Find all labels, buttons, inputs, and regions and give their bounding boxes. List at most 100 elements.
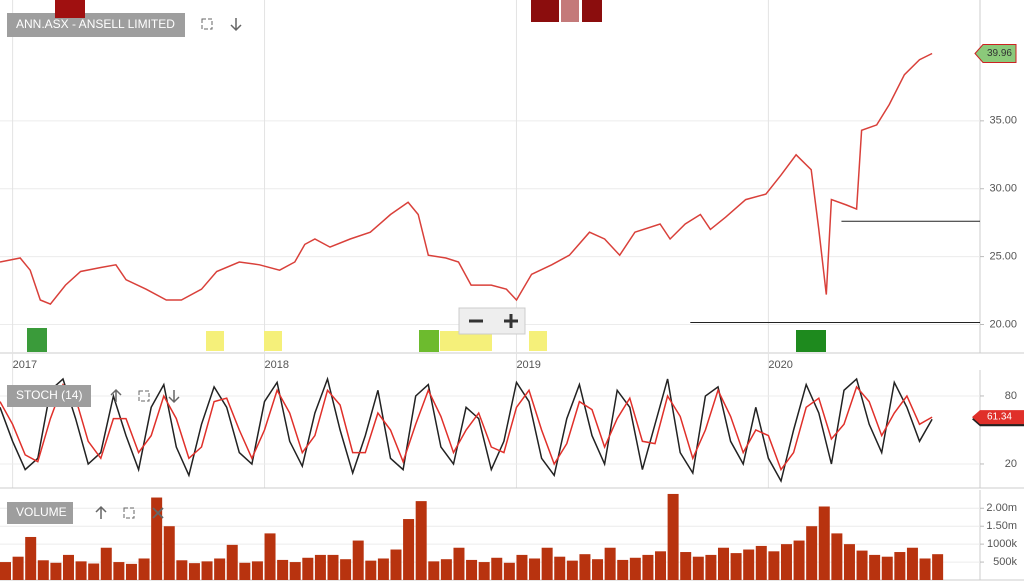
event-marker [27, 328, 47, 352]
volume-bar [125, 563, 137, 580]
volume-bar [604, 547, 616, 580]
volume-bar [843, 544, 855, 580]
volume-bar [655, 551, 667, 580]
volume-bar [239, 562, 251, 580]
overlay: ANN.ASX - ANSELL LIMITED STOCH (14) VOLU… [7, 0, 826, 524]
volume-bar [277, 559, 289, 580]
x-tick-label: 2020 [768, 359, 792, 371]
volume-bar [428, 561, 440, 580]
volume-bar [352, 540, 364, 580]
volume-bar [201, 561, 213, 580]
volume-bar [75, 561, 87, 580]
volume-bar [163, 526, 175, 580]
volume-bar [478, 562, 490, 580]
volume-bar [617, 559, 629, 580]
expand-icon[interactable] [138, 390, 150, 402]
volume-bar [932, 554, 944, 580]
y-tick-label: 35.00 [989, 115, 1017, 127]
y-tick-label: 1000k [987, 538, 1017, 550]
volume-bar [541, 547, 553, 580]
last-value-label: 61.34 [987, 412, 1012, 423]
volume-bar [251, 561, 263, 580]
volume-bar [151, 497, 163, 580]
expand-icon[interactable] [123, 507, 135, 519]
volume-bar [592, 559, 604, 580]
volume-bar [403, 519, 415, 580]
y-tick-label: 30.00 [989, 183, 1017, 195]
x-tick-label: 2018 [265, 359, 289, 371]
y-tick-label: 500k [993, 556, 1017, 568]
event-marker [531, 0, 559, 22]
volume-bar [390, 549, 402, 580]
volume-bar [176, 560, 188, 580]
event-marker [582, 0, 602, 22]
volume-bar [62, 554, 74, 580]
volume-bar [516, 554, 528, 580]
volume-bar [214, 558, 226, 580]
note-marker [440, 331, 492, 351]
expand-icon[interactable] [201, 18, 213, 30]
last-value-flag [974, 43, 1017, 63]
series-line [0, 383, 933, 472]
volume-bar [0, 562, 11, 580]
volume-bar [642, 554, 654, 580]
event-marker [419, 330, 439, 352]
down-icon[interactable] [168, 390, 180, 404]
volume-bar [629, 557, 641, 580]
volume-bar [529, 558, 541, 580]
series-line [0, 52, 933, 306]
y-tick-label: 25.00 [989, 251, 1017, 263]
volume-bar [780, 544, 792, 580]
volume-bar [717, 547, 729, 580]
volume-bar [289, 562, 301, 580]
volume-bar [466, 559, 478, 580]
volume-bar [566, 560, 578, 580]
volume-bar [314, 554, 326, 580]
volume-bar [365, 560, 377, 580]
close-icon[interactable] [152, 507, 164, 519]
volume-bar [667, 493, 679, 580]
volume-bar [453, 547, 465, 580]
volume-bar [743, 549, 755, 580]
title-box [7, 385, 91, 407]
up-icon[interactable] [95, 505, 107, 519]
x-tick-label: 2017 [13, 359, 37, 371]
volume-bar [188, 563, 200, 580]
volume-bar [100, 547, 112, 580]
volume-bar [680, 552, 692, 580]
chart-title: ANN.ASX - ANSELL LIMITED [16, 17, 175, 31]
volume-bar [793, 540, 805, 580]
volume-bar [768, 551, 780, 580]
last-value-flag [972, 410, 1024, 425]
volume-bar [327, 554, 339, 580]
volume-bar [88, 563, 100, 580]
volume-bar [579, 554, 591, 580]
volume-bar [894, 552, 906, 580]
volume-bar [37, 560, 49, 580]
note-marker [206, 331, 224, 351]
up-icon[interactable] [110, 388, 122, 402]
volume-bar [113, 562, 125, 580]
volume-bar [440, 559, 452, 580]
down-icon[interactable] [230, 18, 242, 32]
x-tick-label: 2019 [516, 359, 540, 371]
volume-bar [831, 533, 843, 580]
y-tick-label: 1.50m [986, 520, 1017, 532]
volume-bar [705, 554, 717, 580]
volume-bar [226, 544, 238, 580]
note-marker [264, 331, 282, 351]
note-marker [529, 331, 547, 351]
volume-bar [919, 558, 931, 580]
volume-bar [730, 553, 742, 580]
panel-title: STOCH (14) [16, 388, 82, 402]
volume-bar [302, 557, 314, 580]
volume-bar [692, 556, 704, 580]
zoom-in-button[interactable] [504, 314, 518, 328]
volume-bar [138, 558, 150, 580]
y-tick-label: 2.00m [986, 502, 1017, 514]
title-box [7, 13, 185, 37]
last-value-label: 39.96 [987, 48, 1012, 59]
volume-bar [491, 557, 503, 580]
y-tick-label: 20 [1005, 458, 1017, 470]
